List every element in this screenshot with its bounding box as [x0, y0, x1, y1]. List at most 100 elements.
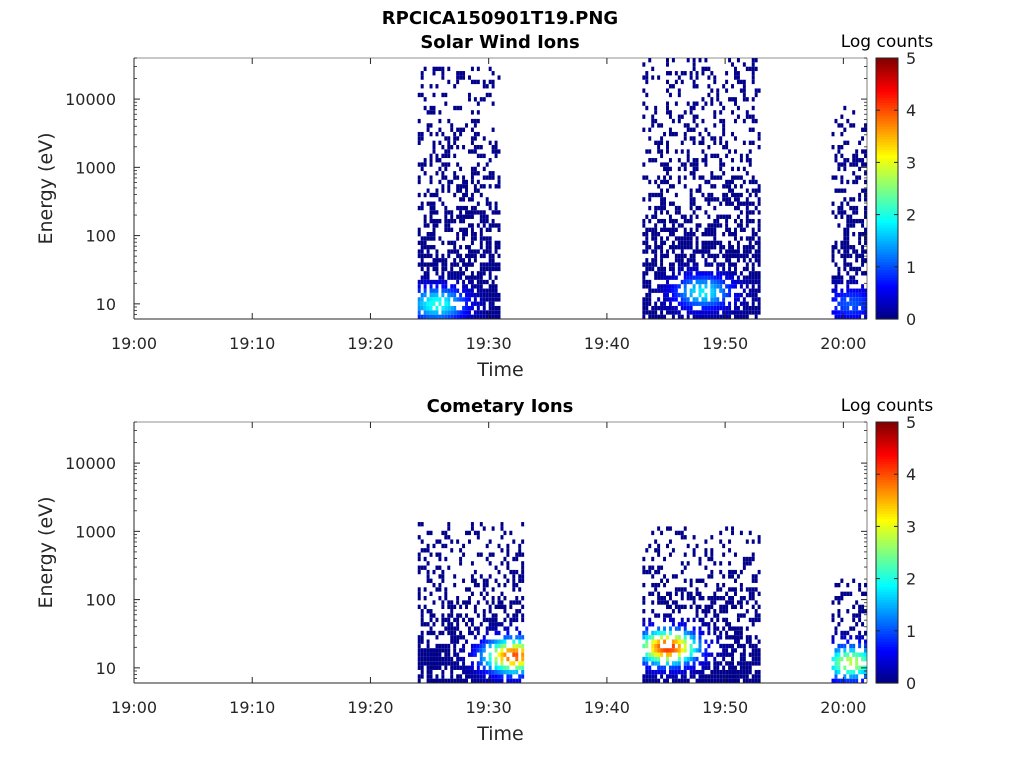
- spectrogram-cell: [677, 75, 681, 80]
- spectrogram-cell: [692, 84, 696, 89]
- spectrogram-cell: [453, 314, 457, 319]
- spectrogram-cell: [467, 669, 471, 675]
- spectrogram-cell: [515, 656, 519, 662]
- spectrogram-cell: [722, 262, 726, 267]
- spectrogram-cell: [722, 118, 726, 124]
- spectrogram-cell: [482, 292, 486, 298]
- spectrogram-cell: [674, 305, 678, 311]
- spectrogram-cell: [485, 543, 489, 549]
- spectrogram-cell: [666, 674, 669, 679]
- spectrogram-cell: [852, 617, 856, 623]
- spectrogram-cell: [728, 245, 732, 250]
- spectrogram-cell: [453, 626, 457, 631]
- spectrogram-cell: [831, 145, 835, 150]
- colorbar-segment: [876, 89, 898, 93]
- spectrogram-cell: [666, 648, 669, 653]
- spectrogram-cell: [674, 648, 678, 653]
- spectrogram-cell: [734, 249, 737, 254]
- spectrogram-cell: [438, 665, 442, 670]
- spectrogram-cell: [426, 648, 430, 653]
- spectrogram-cell: [734, 118, 737, 124]
- spectrogram-cell: [728, 669, 732, 675]
- spectrogram-cell: [734, 184, 737, 189]
- spectrogram-cell: [654, 253, 658, 259]
- spectrogram-cell: [435, 656, 439, 662]
- spectrogram-cell: [710, 240, 714, 246]
- spectrogram-cell: [846, 582, 850, 588]
- spectrogram-cell: [459, 314, 463, 319]
- panel-title: Solar Wind Ions: [420, 32, 579, 53]
- spectrogram-cell: [668, 310, 672, 315]
- spectrogram-cell: [645, 271, 649, 276]
- spectrogram-cell: [748, 587, 752, 592]
- colorbar-tick-label: 5: [906, 49, 916, 68]
- spectrogram-cell: [707, 604, 711, 610]
- spectrogram-cell: [482, 678, 486, 683]
- spectrogram-cell: [722, 626, 726, 631]
- spectrogram-cell: [713, 305, 717, 311]
- spectrogram-cell: [438, 166, 442, 172]
- spectrogram-cell: [689, 630, 693, 636]
- spectrogram-cell: [660, 197, 664, 202]
- spectrogram-cell: [663, 275, 667, 280]
- spectrogram-cell: [648, 297, 652, 302]
- spectrogram-cell: [713, 613, 717, 618]
- spectrogram-cell: [677, 301, 681, 306]
- spectrogram-cell: [666, 249, 669, 254]
- colorbar-segment: [876, 313, 898, 317]
- spectrogram-cell: [642, 643, 646, 649]
- spectrogram-cell: [663, 266, 667, 272]
- spectrogram-cell: [843, 140, 847, 145]
- spectrogram-cell: [450, 661, 454, 666]
- spectrogram-cell: [698, 301, 702, 306]
- spectrogram-cell: [722, 171, 726, 176]
- spectrogram-cell: [698, 223, 702, 228]
- spectrogram-cell: [739, 218, 743, 224]
- spectrogram-cell: [666, 543, 669, 549]
- spectrogram-cell: [864, 197, 867, 202]
- spectrogram-cell: [447, 617, 451, 623]
- spectrogram-cell: [722, 617, 726, 623]
- spectrogram-cell: [456, 175, 460, 180]
- spectrogram-cell: [456, 214, 460, 219]
- spectrogram-cell: [465, 275, 468, 280]
- spectrogram-cell: [707, 84, 711, 89]
- spectrogram-cell: [417, 596, 421, 601]
- spectrogram-cell: [704, 297, 708, 302]
- spectrogram-cell: [692, 284, 696, 289]
- spectrogram-cell: [707, 201, 711, 206]
- spectrogram-cell: [689, 665, 693, 670]
- spectrogram-cell: [683, 630, 687, 636]
- spectrogram-cell: [651, 266, 655, 272]
- spectrogram-cell: [680, 262, 684, 267]
- spectrogram-cell: [462, 258, 466, 263]
- spectrogram-cell: [751, 227, 755, 232]
- spectrogram-cell: [751, 140, 755, 145]
- spectrogram-cell: [852, 669, 856, 675]
- spectrogram-cell: [846, 609, 850, 614]
- spectrogram-cell: [470, 118, 474, 124]
- spectrogram-cell: [660, 149, 664, 154]
- spectrogram-cell: [671, 118, 675, 124]
- spectrogram-cell: [479, 192, 483, 198]
- spectrogram-cell: [837, 613, 841, 618]
- spectrogram-cell: [423, 565, 427, 570]
- spectrogram-cell: [432, 92, 436, 98]
- spectrogram-cell: [429, 158, 433, 163]
- spectrogram-cell: [426, 609, 430, 614]
- spectrogram-cell: [713, 669, 717, 675]
- spectrogram-cell: [666, 253, 669, 259]
- spectrogram-cell: [435, 665, 439, 670]
- spectrogram-cell: [521, 665, 525, 670]
- spectrogram-cell: [686, 305, 690, 311]
- spectrogram-cell: [680, 648, 684, 653]
- spectrogram-cell: [728, 149, 732, 154]
- spectrogram-cell: [707, 262, 711, 267]
- spectrogram-cell: [494, 201, 498, 206]
- spectrogram-cell: [476, 530, 480, 536]
- spectrogram-cell: [855, 310, 859, 315]
- colorbar-segment: [876, 570, 898, 574]
- spectrogram-cell: [861, 284, 865, 289]
- spectrogram-cell: [677, 652, 681, 657]
- spectrogram-cell: [660, 210, 664, 215]
